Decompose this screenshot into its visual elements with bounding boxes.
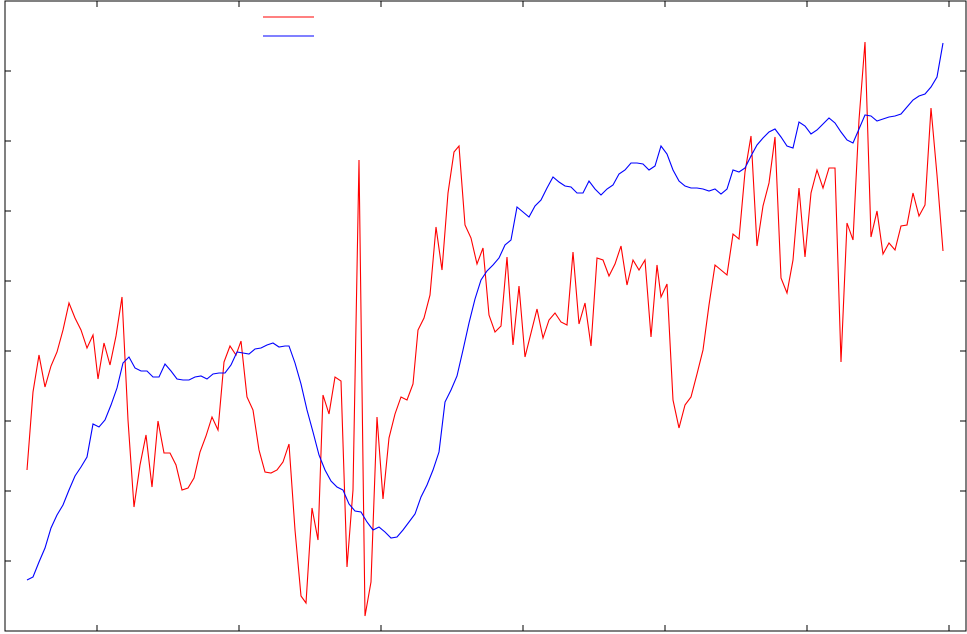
line-series — [26, 41, 944, 617]
plot-frame — [4, 0, 967, 632]
line-series — [26, 42, 944, 581]
